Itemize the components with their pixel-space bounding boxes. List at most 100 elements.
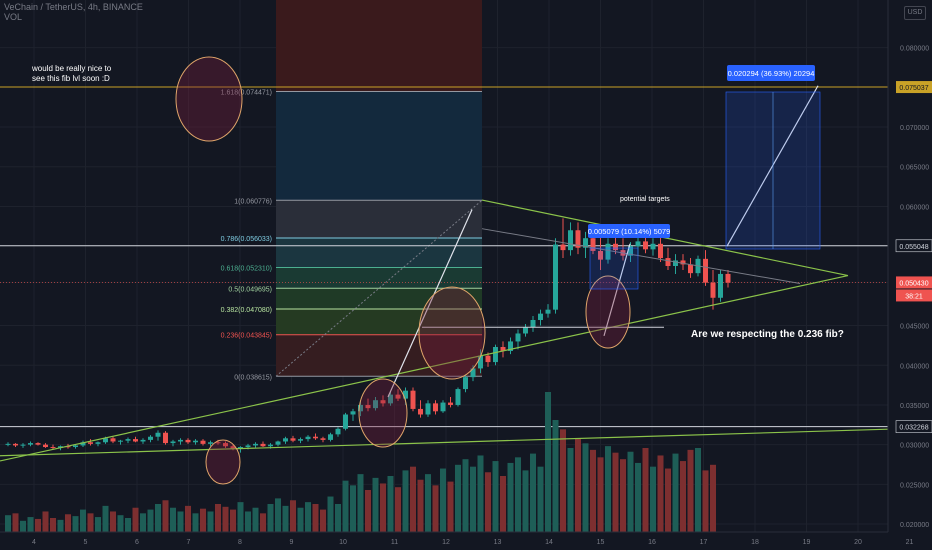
note-text: would be really nice to — [31, 64, 112, 73]
price-tag-bg — [896, 81, 932, 94]
volume-bar — [462, 459, 469, 532]
candle-body — [538, 313, 543, 320]
currency-button[interactable]: USD — [904, 6, 926, 20]
x-tick-label: 11 — [391, 539, 398, 546]
candle-body — [478, 355, 483, 369]
volume-bar — [5, 515, 11, 532]
volume-bar — [132, 507, 139, 532]
volume-bar — [200, 508, 206, 532]
candle-body — [5, 443, 11, 445]
volume-bar — [72, 516, 79, 532]
volume-bar — [582, 443, 589, 532]
y-tick-label: 0.020000 — [900, 522, 929, 529]
candle-body — [718, 273, 723, 298]
measure-label-bg-large — [727, 65, 815, 81]
candle-body — [133, 439, 138, 442]
candle-body — [155, 432, 161, 437]
candle-body — [410, 390, 416, 409]
candle-body — [598, 250, 603, 260]
fib-zone-382 — [276, 309, 482, 335]
x-tick-label: 9 — [290, 539, 294, 546]
x-tick-label: 17 — [700, 539, 708, 546]
question-text: Are we respecting the 0.236 fib? — [691, 329, 844, 340]
x-tick-label: 20 — [854, 539, 862, 546]
volume-label: VOL — [4, 12, 23, 22]
candle-body — [448, 402, 453, 405]
price-tag-label: 0.050430 — [899, 280, 928, 287]
volume-bar — [672, 453, 679, 532]
x-tick-label: 4 — [32, 539, 36, 546]
candle-body — [328, 434, 333, 440]
volume-bar — [327, 496, 334, 532]
candle-body — [343, 414, 348, 429]
volume-bar — [177, 511, 184, 532]
candle-body — [635, 241, 641, 247]
volume-bar — [147, 509, 154, 532]
candle-body — [13, 443, 18, 446]
x-tick-label: 8 — [238, 539, 242, 546]
y-tick-label: 0.060000 — [900, 204, 929, 211]
volume-bar — [275, 498, 281, 532]
fib-zone-top — [276, 0, 482, 92]
price-tag-label: 38:21 — [905, 293, 923, 300]
volume-bar — [207, 511, 214, 532]
volume-bar — [432, 485, 439, 532]
candle-body — [253, 443, 258, 446]
candle-body — [395, 394, 401, 399]
x-axis-background — [0, 532, 932, 550]
volume-bar — [597, 457, 604, 532]
candle-body — [110, 438, 116, 442]
volume-bar — [567, 448, 574, 532]
volume-bar — [447, 481, 454, 532]
candle-body — [223, 443, 228, 447]
candle-body — [545, 309, 551, 314]
volume-bar — [35, 518, 41, 532]
candle-body — [260, 443, 266, 447]
drawn-line — [387, 209, 473, 398]
candle-body — [230, 446, 236, 449]
highlight-circle — [418, 286, 486, 380]
note-text: see this fib lvl soon :D — [32, 74, 110, 83]
y-tick-label: 0.080000 — [900, 46, 929, 53]
candle-body — [50, 447, 56, 449]
volume-bar — [342, 480, 349, 532]
support-trendline — [0, 428, 889, 457]
candle-body — [508, 341, 513, 351]
candle-body — [215, 442, 221, 444]
candle-body — [523, 327, 528, 334]
volume-bar — [305, 502, 311, 532]
volume-bar — [522, 470, 529, 532]
volume-bar — [395, 487, 401, 532]
measure-label-small: 0.005079 (10.14%) 5079 — [588, 227, 671, 236]
candle-body — [103, 438, 108, 443]
candle-body — [433, 403, 438, 412]
candle-body — [365, 404, 371, 409]
candle-body — [455, 389, 461, 405]
volume-bar — [185, 505, 191, 532]
volume-bar — [260, 513, 266, 532]
x-tick-label: 12 — [442, 539, 450, 546]
candle-body — [125, 439, 131, 441]
volume-bar — [710, 464, 716, 532]
fib-label: 0.786(0.056033) — [221, 236, 272, 243]
candle-body — [275, 441, 281, 445]
measure-label-bg-small — [588, 224, 670, 238]
candle-body — [320, 438, 326, 440]
candle-body — [88, 442, 93, 444]
volume-bar — [12, 513, 19, 532]
candle-body — [628, 246, 633, 256]
candle-body — [290, 438, 296, 441]
x-tick-label: 14 — [545, 539, 553, 546]
x-tick-label: 16 — [648, 539, 656, 546]
volume-bar — [530, 453, 536, 532]
candle-body — [193, 440, 198, 443]
candle-body — [560, 244, 566, 251]
fib-zone-618 — [276, 267, 482, 289]
volume-bar — [680, 461, 686, 532]
candle-body — [298, 439, 303, 441]
candle-body — [568, 230, 573, 251]
volume-bar — [620, 459, 626, 532]
candle-body — [140, 439, 146, 442]
volume-bar — [485, 472, 491, 532]
